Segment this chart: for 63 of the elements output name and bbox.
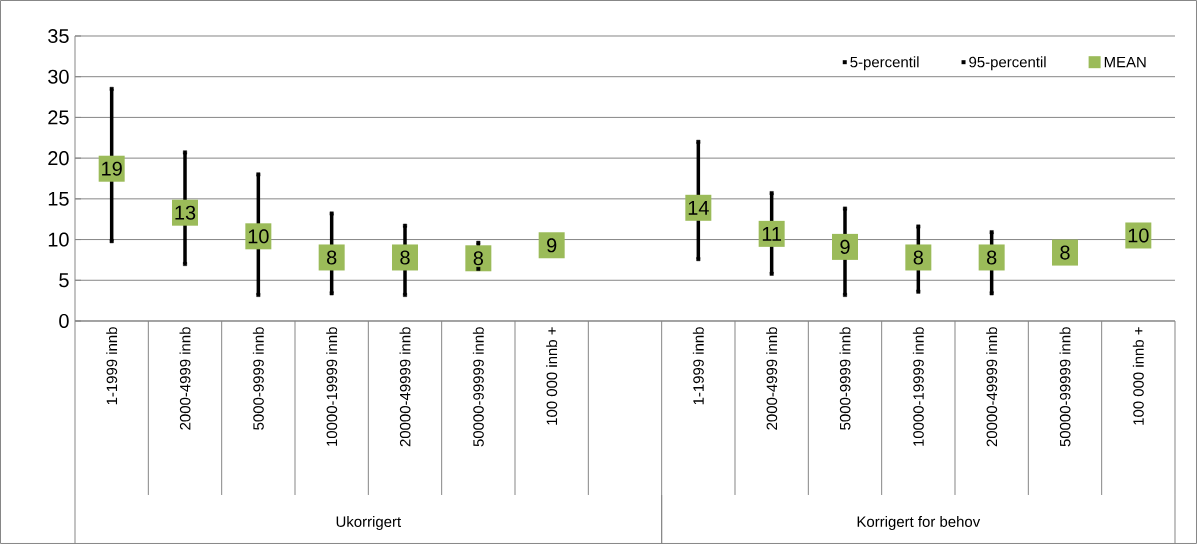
point [183, 150, 187, 155]
point [476, 240, 481, 245]
point [403, 223, 407, 228]
data-label: 13 [175, 205, 196, 220]
x-tick-label: 1-1999 innb [106, 327, 118, 405]
point [916, 224, 921, 229]
point [403, 292, 407, 297]
legend-label: 5-percentil [850, 56, 919, 71]
point [843, 292, 847, 297]
point [696, 257, 701, 262]
point [109, 239, 114, 244]
point [109, 86, 114, 91]
y-tick-label: 35 [48, 28, 69, 44]
data-label: 19 [102, 161, 122, 176]
x-tick-label: 20000-49999 innb [399, 327, 411, 447]
point [843, 206, 847, 211]
legend-label: 95-percentil [969, 56, 1046, 71]
x-tick-label: 5000-9999 innb [252, 327, 264, 430]
data-label: 10 [248, 229, 269, 244]
data-label: 8 [473, 251, 484, 266]
y-tick-label: 15 [48, 191, 69, 206]
x-tick-label: 50000-99999 innb [472, 327, 484, 447]
x-tick-label: 20000-49999 innb [986, 327, 998, 447]
x-tick-label: 50000-99999 innb [1059, 327, 1071, 447]
point [329, 211, 334, 216]
point [696, 139, 701, 144]
point [183, 262, 187, 266]
x-tick-label: 10000-19999 innb [326, 327, 338, 446]
point [476, 266, 481, 271]
text: Ukorrigert [336, 516, 402, 530]
x-tick-label: 10000-19999 innb [912, 327, 924, 446]
legend-label: MEAN [1104, 56, 1146, 68]
data-label: 8 [400, 250, 410, 265]
x-tick-label: 5000-9999 innb [839, 327, 851, 430]
y-tick-label: 10 [48, 232, 69, 247]
point [769, 271, 774, 276]
y-tick-label: 0 [59, 313, 69, 329]
data-label: 10 [1128, 228, 1149, 243]
point [256, 172, 261, 177]
data-label: 14 [688, 200, 709, 215]
data-label: 9 [840, 239, 850, 254]
x-tick-label: 2000-4999 innb [179, 327, 191, 430]
x-tick-label: 100 000 innb + [546, 327, 558, 425]
data-label: 8 [986, 250, 997, 265]
point [769, 191, 774, 196]
data-label: 8 [913, 250, 924, 265]
y-tick-label: 30 [48, 69, 69, 84]
data-label: 9 [547, 238, 557, 253]
y-tick-label: 5 [59, 273, 69, 288]
point [916, 289, 921, 294]
y-tick-label: 25 [48, 110, 69, 125]
x-tick-label: 100 000 innb + [1132, 327, 1144, 425]
point [329, 291, 334, 296]
x-tick-label: 1-1999 innb [692, 327, 704, 405]
data-label: 8 [1060, 245, 1070, 260]
data-label: 11 [762, 227, 782, 241]
text: Korrigert for behov [857, 516, 981, 530]
point [256, 292, 261, 297]
y-tick-label: 20 [48, 151, 69, 166]
data-label: 8 [326, 250, 337, 265]
x-tick-label: 2000-4999 innb [766, 327, 778, 430]
point [989, 291, 994, 296]
point [989, 230, 994, 235]
